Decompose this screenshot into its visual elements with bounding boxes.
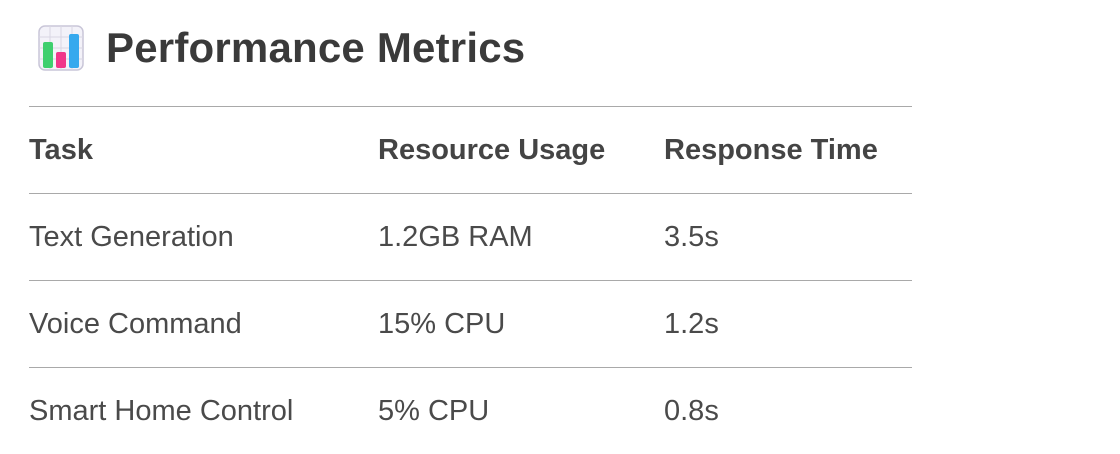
resource-usage-cell: 5% CPU [378,368,664,454]
column-header-resource-usage: Resource Usage [378,107,664,194]
metrics-table: Task Resource Usage Response Time Text G… [29,106,912,454]
column-header-task: Task [29,107,378,194]
table-row: Smart Home Control 5% CPU 0.8s [29,368,912,454]
page-header: Performance Metrics [38,20,525,76]
task-cell: Smart Home Control [29,368,378,454]
table-row: Text Generation 1.2GB RAM 3.5s [29,194,912,281]
table-header-row: Task Resource Usage Response Time [29,107,912,194]
bar-chart-icon [38,25,84,71]
resource-usage-cell: 15% CPU [378,281,664,368]
task-cell: Text Generation [29,194,378,281]
column-header-response-time: Response Time [664,107,912,194]
resource-usage-cell: 1.2GB RAM [378,194,664,281]
response-time-cell: 1.2s [664,281,912,368]
response-time-cell: 0.8s [664,368,912,454]
task-cell: Voice Command [29,281,378,368]
table-row: Voice Command 15% CPU 1.2s [29,281,912,368]
page-title: Performance Metrics [106,24,525,72]
response-time-cell: 3.5s [664,194,912,281]
